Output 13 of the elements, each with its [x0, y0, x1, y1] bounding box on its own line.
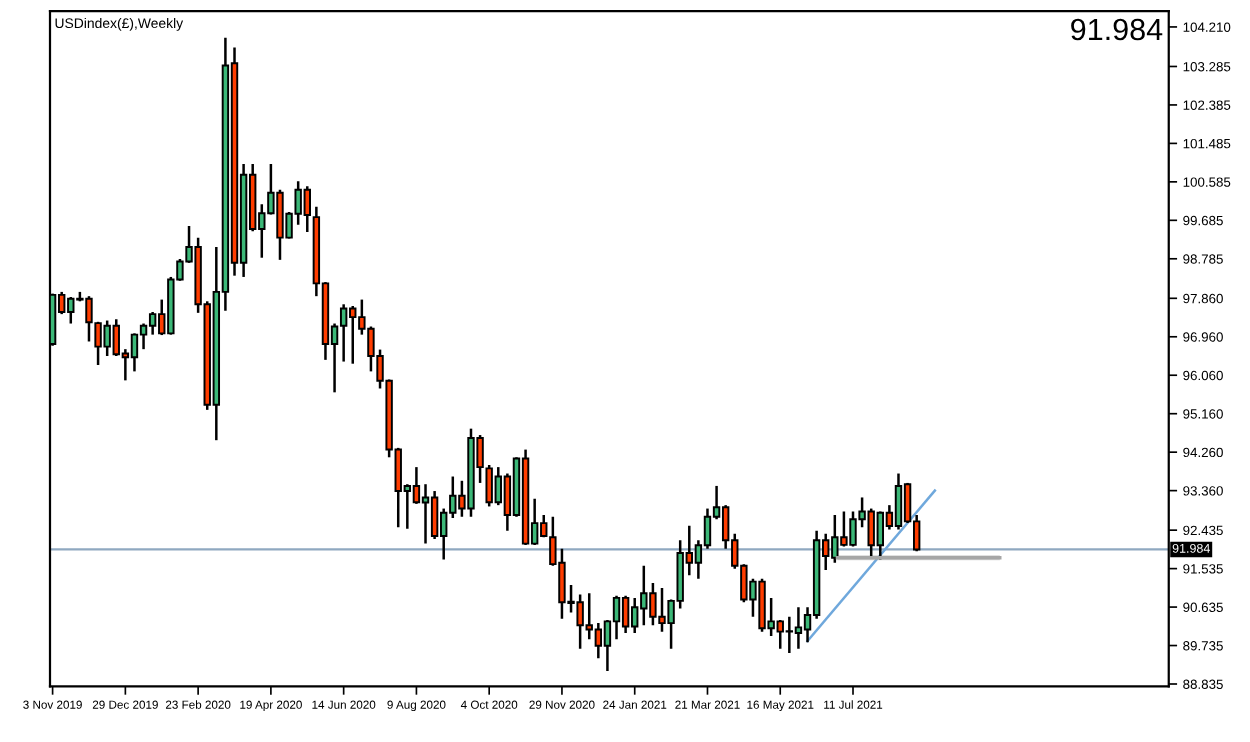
candlestick — [785, 615, 794, 655]
candlestick — [594, 621, 603, 660]
candlestick — [412, 465, 421, 506]
candlestick — [894, 472, 903, 531]
candlestick — [130, 332, 139, 373]
candlestick — [794, 606, 803, 650]
candlestick — [612, 594, 621, 641]
candlestick — [148, 310, 157, 336]
candlestick — [421, 482, 430, 545]
annotation: 91.984 — [1071, 18, 1163, 41]
candlestick — [430, 489, 439, 541]
candlestick — [621, 594, 630, 635]
candlestick — [339, 303, 348, 363]
